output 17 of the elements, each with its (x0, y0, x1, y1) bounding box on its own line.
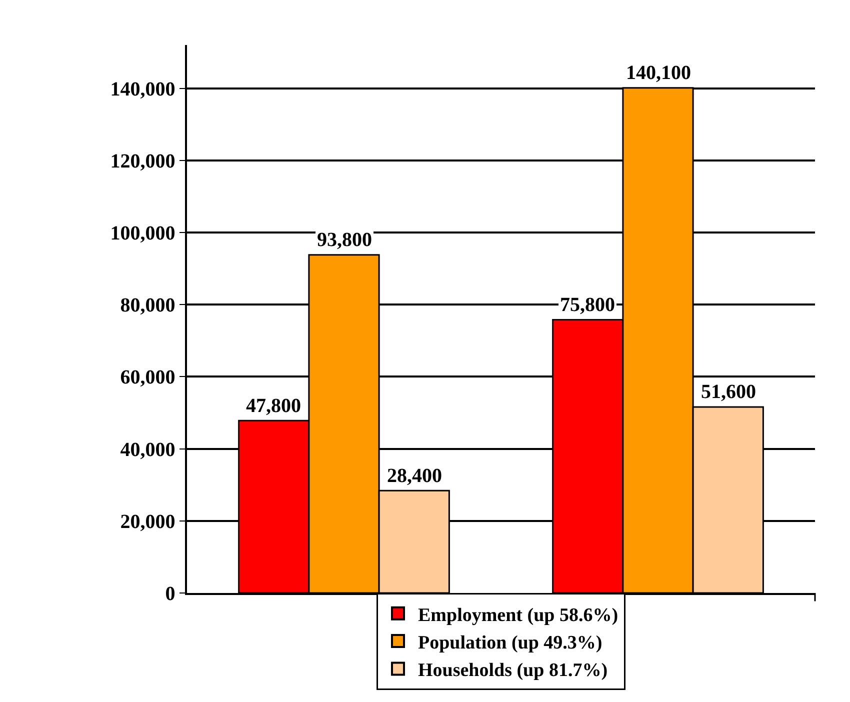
data-label: 75,800 (560, 294, 615, 316)
legend-label: Population (up 49.3%) (418, 632, 602, 654)
data-label: 51,600 (701, 381, 756, 403)
legend-label: Households (up 81.7%) (418, 660, 608, 682)
y-tick-label: 0 (165, 583, 176, 605)
y-tick-label: 120,000 (110, 150, 176, 172)
y-tick-label: 60,000 (120, 366, 176, 389)
data-label: 140,100 (626, 62, 691, 84)
y-tick-label: 80,000 (120, 294, 176, 317)
data-label: 93,800 (317, 229, 372, 251)
y-tick-label: 40,000 (120, 438, 176, 461)
y-tick-label: 100,000 (110, 222, 176, 244)
data-label: 47,800 (246, 395, 301, 417)
y-tick-label: 140,000 (110, 78, 176, 100)
legend-label: Employment (up 58.6%) (418, 604, 618, 626)
y-tick-label: 20,000 (120, 510, 176, 533)
data-label: 28,400 (387, 465, 442, 487)
